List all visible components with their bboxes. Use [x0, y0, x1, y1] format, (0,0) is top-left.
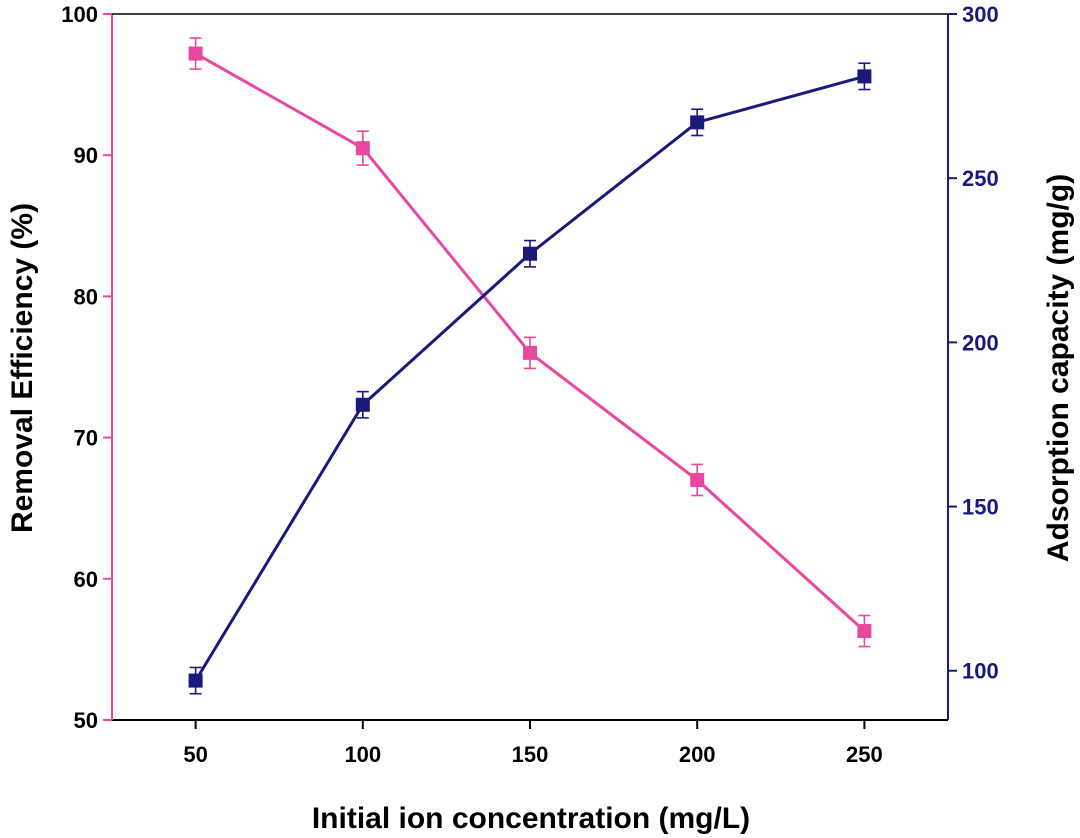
removal-efficiency-point — [690, 472, 705, 487]
left-y-tick-label: 80 — [74, 284, 98, 309]
x-tick-label: 200 — [679, 742, 716, 767]
removal-efficiency-point — [355, 141, 370, 156]
x-axis-title: Initial ion concentration (mg/L) — [312, 802, 750, 835]
right-y-tick-label: 300 — [962, 2, 999, 27]
left-y-tick-label: 100 — [61, 2, 98, 27]
right-y-tick-label: 150 — [962, 495, 999, 520]
right-y-axis-title: Adsorption capacity (mg/g) — [1042, 174, 1075, 562]
right-y-tick-label: 250 — [962, 166, 999, 191]
plot-area — [188, 37, 872, 695]
adsorption-capacity-point — [690, 115, 705, 130]
x-tick-label: 50 — [183, 742, 207, 767]
left-y-tick-label: 90 — [74, 143, 98, 168]
left-y-tick-label: 60 — [74, 567, 98, 592]
right-y-tick-label: 100 — [962, 659, 999, 684]
x-tick-label: 250 — [846, 742, 883, 767]
left-y-tick-label: 70 — [74, 426, 98, 451]
axes: 50 100 150 200 250 50 60 70 80 90 100 100 150 200 250 3… — [61, 2, 998, 767]
adsorption-capacity-point — [857, 69, 872, 84]
removal-efficiency-point — [857, 624, 872, 639]
adsorption-capacity-point — [355, 397, 370, 412]
removal-efficiency-point — [523, 345, 537, 360]
left-y-axis-title: Removal Efficiency (%) — [6, 203, 39, 533]
adsorption-capacity-point — [523, 246, 537, 261]
x-tick-label: 150 — [512, 742, 549, 767]
adsorption-capacity-point — [188, 673, 203, 688]
left-y-tick-label: 50 — [74, 708, 98, 733]
right-y-tick-label: 200 — [962, 330, 999, 355]
x-tick-label: 100 — [344, 742, 381, 767]
removal-efficiency-point — [188, 46, 203, 61]
adsorption-capacity-line — [194, 74, 865, 682]
